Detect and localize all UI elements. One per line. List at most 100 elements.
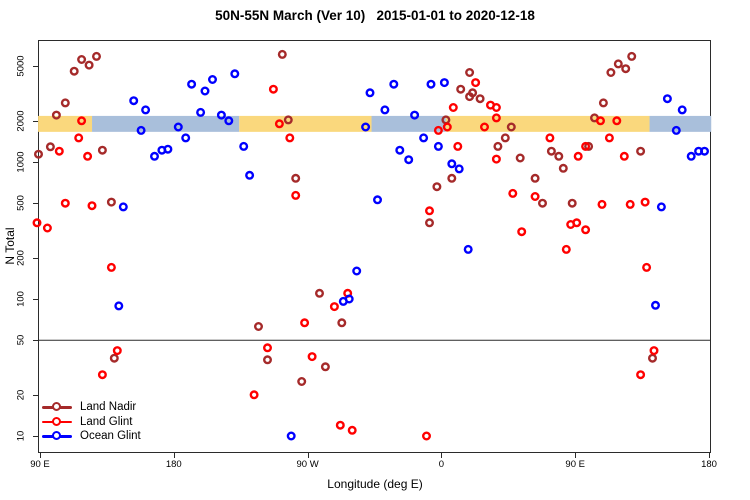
y-tick-label: 20 bbox=[15, 389, 27, 401]
data-point-land-nadir bbox=[598, 98, 608, 108]
data-point-land-glint bbox=[491, 113, 501, 123]
data-point-ocean-glint bbox=[389, 79, 399, 89]
y-tick-label: 100 bbox=[15, 291, 27, 307]
data-point-land-nadir bbox=[606, 67, 616, 77]
surface-band-land bbox=[445, 115, 650, 132]
data-point-land-glint bbox=[329, 302, 339, 312]
data-point-land-glint bbox=[335, 420, 345, 430]
data-point-land-glint bbox=[268, 84, 278, 94]
data-point-land-glint bbox=[625, 199, 635, 209]
data-point-ocean-glint bbox=[118, 202, 128, 212]
surface-band-ocean bbox=[371, 115, 446, 132]
data-point-land-nadir bbox=[538, 198, 548, 208]
data-point-land-glint bbox=[596, 116, 606, 126]
data-point-land-nadir bbox=[530, 173, 540, 183]
data-point-land-glint bbox=[561, 244, 571, 254]
data-point-land-glint bbox=[517, 227, 527, 237]
y-axis-title: N Total bbox=[3, 227, 17, 265]
data-point-land-nadir bbox=[447, 173, 457, 183]
data-point-land-nadir bbox=[500, 133, 510, 143]
data-point-land-nadir bbox=[554, 151, 564, 161]
y-tick bbox=[33, 436, 38, 437]
legend: Land Nadir Land Glint Ocean Glint bbox=[42, 400, 141, 444]
data-point-land-nadir bbox=[621, 64, 631, 74]
data-point-land-glint bbox=[448, 102, 458, 112]
data-point-ocean-glint bbox=[373, 195, 383, 205]
data-point-land-glint bbox=[106, 262, 116, 272]
data-point-land-glint bbox=[491, 154, 501, 164]
data-point-land-glint bbox=[453, 141, 463, 151]
data-point-land-nadir bbox=[315, 288, 325, 298]
data-point-land-glint bbox=[60, 198, 70, 208]
data-point-ocean-glint bbox=[656, 202, 666, 212]
data-point-land-glint bbox=[619, 151, 629, 161]
data-point-land-nadir bbox=[277, 49, 287, 59]
data-point-ocean-glint bbox=[136, 125, 146, 135]
data-point-ocean-glint bbox=[338, 296, 348, 306]
data-point-ocean-glint bbox=[700, 146, 710, 156]
x-tick-label: 180 bbox=[165, 459, 182, 470]
data-point-land-glint bbox=[471, 78, 481, 88]
data-point-land-glint bbox=[83, 151, 93, 161]
data-point-ocean-glint bbox=[380, 105, 390, 115]
data-point-ocean-glint bbox=[245, 170, 255, 180]
data-point-land-glint bbox=[597, 199, 607, 209]
legend-item-land-nadir: Land Nadir bbox=[42, 400, 141, 415]
surface-band-ocean bbox=[649, 115, 712, 132]
data-point-land-nadir bbox=[493, 141, 503, 151]
data-point-land-glint bbox=[433, 125, 443, 135]
data-point-ocean-glint bbox=[361, 122, 371, 132]
data-point-land-glint bbox=[291, 190, 301, 200]
data-point-land-nadir bbox=[77, 55, 87, 65]
x-tick-label: 90 E bbox=[30, 459, 50, 470]
x-axis-title: Longitude (deg E) bbox=[327, 477, 423, 491]
data-point-ocean-glint bbox=[426, 79, 436, 89]
data-point-land-nadir bbox=[283, 115, 293, 125]
data-point-ocean-glint bbox=[181, 133, 191, 143]
data-point-land-nadir bbox=[475, 94, 485, 104]
data-point-land-nadir bbox=[291, 173, 301, 183]
x-tick bbox=[307, 453, 309, 458]
chart-title: 50N-55N March (Ver 10) 2015-01-01 to 202… bbox=[215, 8, 535, 23]
data-point-land-glint bbox=[285, 133, 295, 143]
data-point-land-nadir bbox=[567, 198, 577, 208]
data-point-ocean-glint bbox=[454, 164, 464, 174]
data-point-ocean-glint bbox=[662, 94, 672, 104]
y-tick bbox=[33, 340, 38, 342]
data-point-ocean-glint bbox=[677, 105, 687, 115]
data-point-land-nadir bbox=[648, 353, 658, 363]
data-point-land-glint bbox=[442, 122, 452, 132]
data-point-ocean-glint bbox=[239, 141, 249, 151]
legend-marker-icon bbox=[42, 402, 72, 412]
data-point-land-nadir bbox=[263, 355, 273, 365]
data-point-land-glint bbox=[74, 133, 84, 143]
legend-label: Land Nadir bbox=[80, 401, 137, 414]
legend-circle-icon bbox=[52, 402, 61, 412]
data-point-land-nadir bbox=[337, 318, 347, 328]
x-tick-label: 0 bbox=[438, 459, 445, 470]
data-point-ocean-glint bbox=[463, 244, 473, 254]
x-tick bbox=[173, 453, 175, 458]
data-point-land-glint bbox=[77, 116, 87, 126]
data-point-ocean-glint bbox=[196, 107, 206, 117]
legend-item-land-glint: Land Glint bbox=[42, 415, 141, 430]
surface-band-ocean bbox=[92, 115, 240, 132]
x-tick-label: 90 E bbox=[565, 459, 585, 470]
data-point-land-glint bbox=[636, 370, 646, 380]
x-tick bbox=[575, 453, 577, 458]
data-point-land-nadir bbox=[109, 353, 119, 363]
data-point-land-nadir bbox=[60, 98, 70, 108]
data-point-ocean-glint bbox=[419, 133, 429, 143]
data-point-ocean-glint bbox=[114, 301, 124, 311]
data-point-ocean-glint bbox=[433, 141, 443, 151]
data-point-land-glint bbox=[640, 197, 650, 207]
data-point-ocean-glint bbox=[141, 105, 151, 115]
data-point-land-glint bbox=[573, 151, 583, 161]
y-tick-label: 1000 bbox=[15, 151, 27, 173]
data-point-land-glint bbox=[572, 218, 582, 228]
legend-marker-icon bbox=[42, 416, 72, 427]
data-point-ocean-glint bbox=[173, 122, 183, 132]
data-point-land-glint bbox=[491, 102, 501, 112]
data-point-land-glint bbox=[425, 206, 435, 216]
